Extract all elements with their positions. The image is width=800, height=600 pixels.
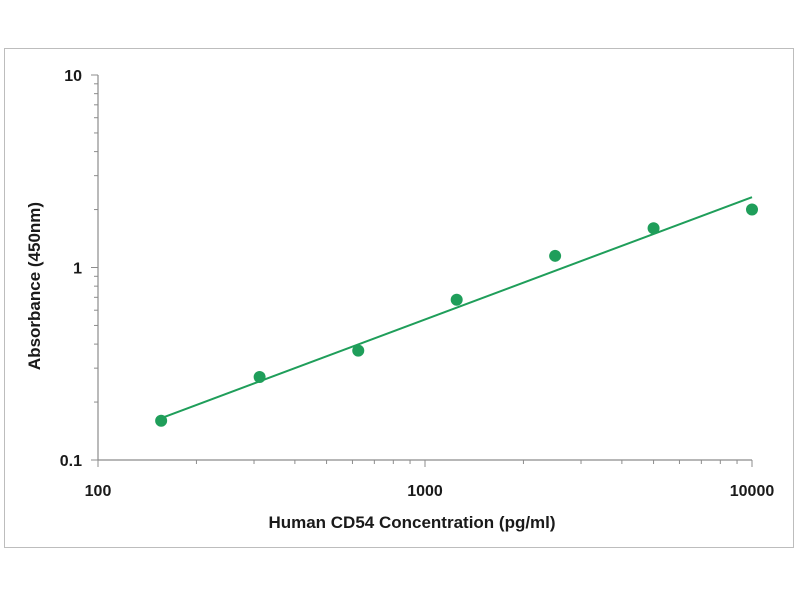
data-point bbox=[647, 222, 660, 235]
trendline-group bbox=[160, 196, 753, 420]
axes bbox=[97, 75, 752, 461]
y-tick-label: 10 bbox=[64, 68, 82, 85]
x-tick-label: 10000 bbox=[730, 483, 775, 500]
x-tick-label: 1000 bbox=[407, 483, 443, 500]
data-point bbox=[253, 370, 266, 383]
chart-frame bbox=[4, 48, 794, 548]
y-tick-label: 1 bbox=[73, 261, 82, 278]
x-tick-label: 100 bbox=[85, 483, 112, 500]
tick-marks bbox=[91, 74, 753, 467]
y-axis-title: Absorbance (450nm) bbox=[25, 202, 44, 370]
data-point bbox=[746, 203, 758, 216]
data-points bbox=[155, 203, 758, 427]
data-point bbox=[450, 293, 463, 306]
y-tick-label: 0.1 bbox=[60, 453, 82, 470]
data-point bbox=[549, 249, 562, 262]
data-point bbox=[352, 344, 365, 357]
x-axis-title: Human CD54 Concentration (pg/ml) bbox=[268, 513, 555, 532]
x-tick-labels: 100 1000 10000 bbox=[85, 483, 775, 500]
y-tick-labels: 0.1 1 10 bbox=[60, 68, 82, 470]
trendline bbox=[160, 196, 753, 420]
data-point bbox=[155, 414, 168, 427]
